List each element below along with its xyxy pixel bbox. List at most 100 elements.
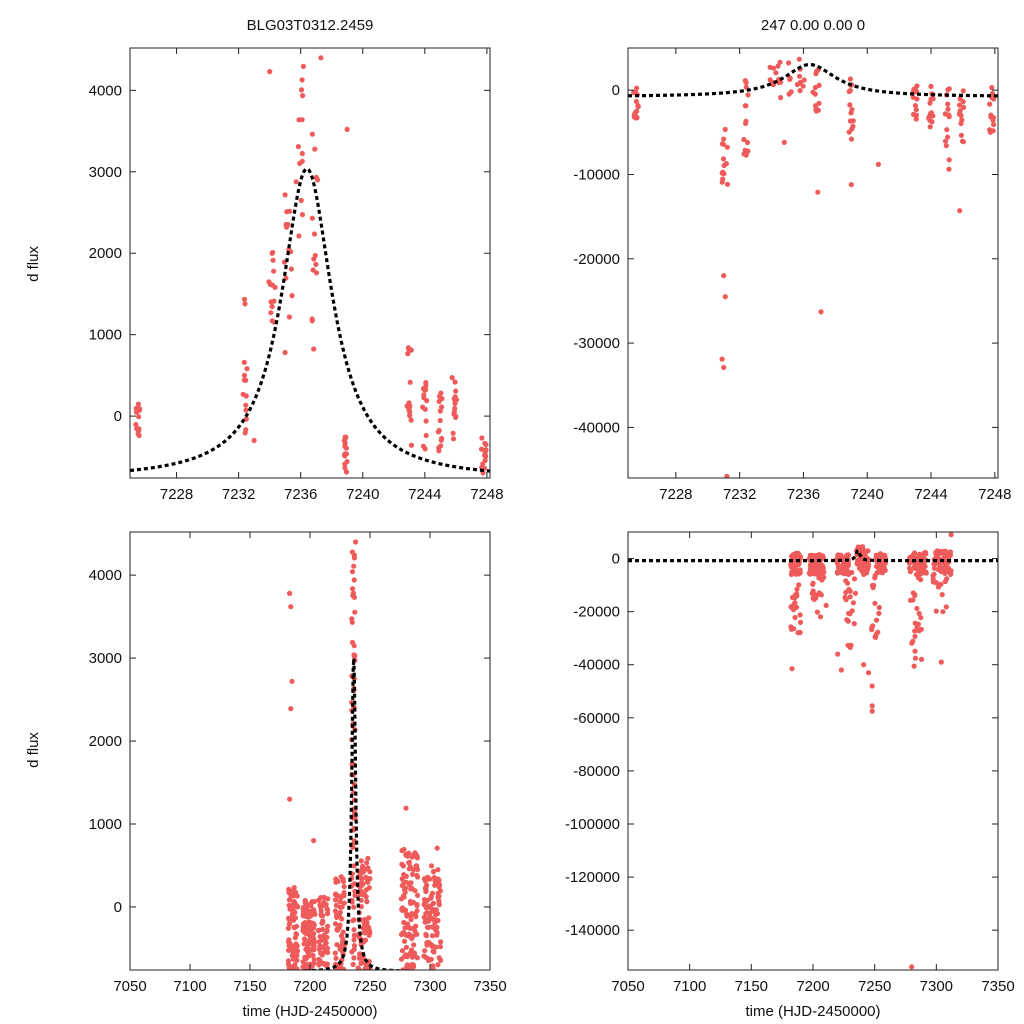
data-point <box>351 904 357 910</box>
data-point <box>482 457 488 463</box>
data-point <box>424 924 431 930</box>
data-point <box>857 563 863 569</box>
data-point <box>913 88 919 94</box>
data-point <box>810 570 816 576</box>
model-curve <box>628 62 998 98</box>
data-point <box>408 886 414 892</box>
data-point <box>438 390 444 396</box>
data-point <box>944 127 950 133</box>
data-point <box>869 683 875 689</box>
data-point <box>431 868 437 875</box>
data-point <box>773 70 779 76</box>
data-point <box>313 270 320 276</box>
data-point <box>452 394 458 400</box>
data-point <box>333 891 339 897</box>
y-tick-label: -140000 <box>565 922 620 939</box>
data-point <box>401 938 408 944</box>
data-point <box>299 77 305 83</box>
data-point <box>358 960 364 967</box>
data-point <box>816 564 822 570</box>
data-point <box>356 967 362 970</box>
data-point <box>835 651 841 657</box>
data-point <box>357 951 363 957</box>
y-tick-label: -10000 <box>573 166 620 183</box>
data-point <box>351 594 357 600</box>
data-point <box>353 539 359 545</box>
data-point <box>401 930 408 937</box>
data-point <box>341 884 347 890</box>
data-point <box>851 621 857 627</box>
data-point <box>316 927 322 934</box>
data-point <box>309 318 315 324</box>
data-point <box>834 560 841 567</box>
data-point <box>436 955 442 961</box>
data-point <box>285 925 291 931</box>
data-point <box>241 359 247 365</box>
y-tick-label: 0 <box>612 82 620 99</box>
data-point <box>363 866 369 872</box>
data-point <box>434 845 440 851</box>
data-point <box>912 103 919 109</box>
data-point <box>343 434 349 440</box>
data-point <box>850 123 856 129</box>
y-tick-label: -40000 <box>573 657 620 674</box>
data-point <box>818 592 824 598</box>
data-point <box>916 628 922 634</box>
panel-top-left: 7228 7232 7236 7240 7244 7248 0 1000 2000 3000 400… <box>89 47 504 503</box>
data-point <box>351 863 357 869</box>
data-point <box>920 554 926 560</box>
data-point <box>311 960 317 966</box>
data-point <box>957 111 963 117</box>
data-point <box>437 408 443 414</box>
data-point <box>408 912 414 918</box>
x-tick-label: 7236 <box>284 486 317 503</box>
x-tick-label: 7200 <box>796 978 829 995</box>
data-point <box>435 429 441 435</box>
model-curve <box>628 548 998 563</box>
data-point <box>767 64 773 70</box>
data-point <box>407 864 413 870</box>
data-point <box>408 880 414 886</box>
data-point <box>407 933 413 940</box>
data-point <box>428 863 435 869</box>
data-point <box>292 889 299 895</box>
data-point <box>434 924 440 931</box>
data-point <box>286 902 292 908</box>
data-point <box>721 162 727 169</box>
y-tick-label: 2000 <box>89 245 122 262</box>
data-point <box>295 144 301 150</box>
data-point <box>437 417 443 424</box>
data-point <box>342 440 348 446</box>
data-point <box>313 261 319 267</box>
data-point <box>344 126 350 132</box>
data-point <box>744 139 751 146</box>
data-point <box>402 889 408 896</box>
data-point <box>795 630 801 636</box>
data-point <box>907 597 914 603</box>
data-point <box>414 892 421 898</box>
data-point <box>436 398 442 404</box>
data-point <box>287 796 293 802</box>
data-point <box>720 156 727 162</box>
panel-bottom-left: 7050 7100 7150 7200 7250 7300 7350 0 1000 2000 300… <box>89 531 507 995</box>
data-point <box>352 881 358 887</box>
data-point <box>292 967 298 970</box>
data-point <box>987 101 993 107</box>
x-tick-label: 7240 <box>851 486 884 503</box>
x-tick-label: 7150 <box>233 978 266 995</box>
data-point <box>244 366 250 372</box>
x-tick-label: 7244 <box>914 486 947 503</box>
data-point <box>847 76 854 82</box>
data-point <box>914 96 920 102</box>
data-point <box>435 867 441 873</box>
data-point <box>946 157 952 163</box>
data-point <box>913 116 919 122</box>
data-point <box>938 659 944 665</box>
data-point <box>324 911 331 917</box>
data-point <box>843 589 849 596</box>
data-point <box>847 102 853 108</box>
data-point <box>424 398 430 404</box>
data-point <box>333 876 339 882</box>
data-points <box>285 539 444 970</box>
